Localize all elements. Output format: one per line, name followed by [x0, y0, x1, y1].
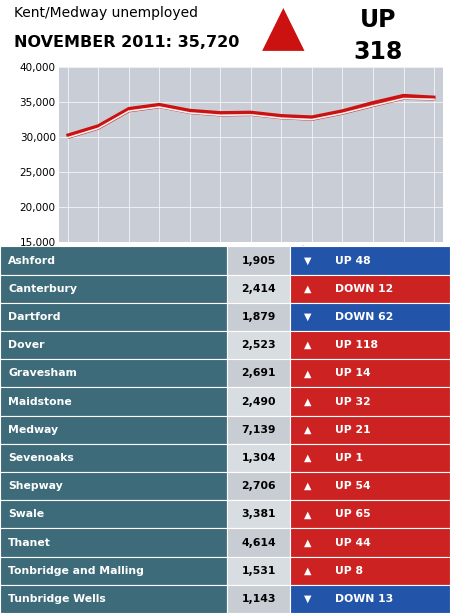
Text: 2,523: 2,523	[242, 340, 276, 350]
Text: ▲: ▲	[304, 538, 311, 547]
Text: ▲: ▲	[304, 481, 311, 491]
Text: Thanet: Thanet	[8, 538, 51, 547]
Bar	[0, 472, 227, 500]
Text: UP 48: UP 48	[335, 256, 371, 265]
Text: Tunbridge Wells: Tunbridge Wells	[8, 594, 106, 604]
Text: ▲: ▲	[304, 425, 311, 435]
Bar	[290, 416, 450, 444]
Text: 1,531: 1,531	[242, 566, 276, 576]
Text: Gravesham: Gravesham	[8, 368, 77, 378]
Bar	[290, 303, 450, 331]
Text: DOWN 12: DOWN 12	[335, 284, 393, 294]
Text: ▲: ▲	[304, 340, 311, 350]
Bar	[0, 387, 227, 416]
Bar	[290, 275, 450, 303]
Text: 2,691: 2,691	[242, 368, 276, 378]
Bar	[227, 557, 290, 585]
Text: 1,304: 1,304	[242, 453, 276, 463]
Bar	[227, 246, 290, 275]
Bar	[290, 585, 450, 613]
Bar	[290, 331, 450, 359]
Bar	[290, 387, 450, 416]
Bar	[290, 359, 450, 387]
Bar	[227, 444, 290, 472]
Text: 1,143: 1,143	[242, 594, 276, 604]
Bar	[227, 359, 290, 387]
Bar	[0, 500, 227, 528]
Text: Maidstone: Maidstone	[8, 397, 72, 406]
Bar	[0, 275, 227, 303]
Text: Medway: Medway	[8, 425, 58, 435]
Bar	[290, 444, 450, 472]
Bar	[0, 444, 227, 472]
Bar	[227, 500, 290, 528]
Text: ▲: ▲	[304, 566, 311, 576]
Text: 318: 318	[353, 40, 403, 64]
Text: ▼: ▼	[304, 312, 311, 322]
Text: 7,139: 7,139	[242, 425, 276, 435]
Bar	[290, 500, 450, 528]
Bar	[0, 303, 227, 331]
Bar	[227, 331, 290, 359]
Bar	[0, 416, 227, 444]
Bar	[227, 472, 290, 500]
Bar	[290, 472, 450, 500]
Text: UP 32: UP 32	[335, 397, 371, 406]
Text: ▲: ▲	[304, 453, 311, 463]
Text: DOWN 13: DOWN 13	[335, 594, 393, 604]
Bar	[290, 246, 450, 275]
Bar	[0, 359, 227, 387]
Text: Swale: Swale	[8, 509, 44, 519]
Bar	[227, 275, 290, 303]
Text: UP 8: UP 8	[335, 566, 363, 576]
Text: Dartford: Dartford	[8, 312, 61, 322]
Text: ▼: ▼	[304, 594, 311, 604]
Bar	[0, 528, 227, 557]
Bar	[227, 387, 290, 416]
Text: ▲: ▲	[304, 509, 311, 519]
Text: UP 14: UP 14	[335, 368, 371, 378]
Text: Tonbridge and Malling: Tonbridge and Malling	[8, 566, 144, 576]
Text: UP 118: UP 118	[335, 340, 378, 350]
Text: ▲: ▲	[304, 397, 311, 406]
Bar	[290, 557, 450, 585]
Text: ▲: ▲	[304, 368, 311, 378]
Text: ▼: ▼	[304, 256, 311, 265]
Text: Ashford: Ashford	[8, 256, 56, 265]
Text: Dover: Dover	[8, 340, 45, 350]
Text: Shepway: Shepway	[8, 481, 63, 491]
Text: Kent/Medway unemployed: Kent/Medway unemployed	[14, 6, 198, 20]
Text: UP: UP	[360, 8, 396, 32]
Text: 2,490: 2,490	[242, 397, 276, 406]
Text: ▲: ▲	[262, 2, 305, 56]
Text: 4,614: 4,614	[242, 538, 276, 547]
Text: NOVEMBER 2011: 35,720: NOVEMBER 2011: 35,720	[14, 36, 239, 50]
Bar	[0, 585, 227, 613]
Text: UP 65: UP 65	[335, 509, 371, 519]
Text: Sevenoaks: Sevenoaks	[8, 453, 74, 463]
Text: UP 54: UP 54	[335, 481, 371, 491]
Text: Canterbury: Canterbury	[8, 284, 77, 294]
Bar	[0, 331, 227, 359]
Bar	[290, 528, 450, 557]
Text: UP 21: UP 21	[335, 425, 371, 435]
Text: UP 1: UP 1	[335, 453, 363, 463]
Bar	[227, 585, 290, 613]
Bar	[227, 416, 290, 444]
Bar	[0, 246, 227, 275]
Text: 2,706: 2,706	[242, 481, 276, 491]
Text: DOWN 62: DOWN 62	[335, 312, 394, 322]
Text: UP 44: UP 44	[335, 538, 371, 547]
Text: ▲: ▲	[304, 284, 311, 294]
Bar	[227, 528, 290, 557]
Text: 3,381: 3,381	[242, 509, 276, 519]
Text: 1,905: 1,905	[242, 256, 276, 265]
Text: 2,414: 2,414	[242, 284, 276, 294]
Bar	[0, 557, 227, 585]
Text: 1,879: 1,879	[242, 312, 276, 322]
Bar	[227, 303, 290, 331]
